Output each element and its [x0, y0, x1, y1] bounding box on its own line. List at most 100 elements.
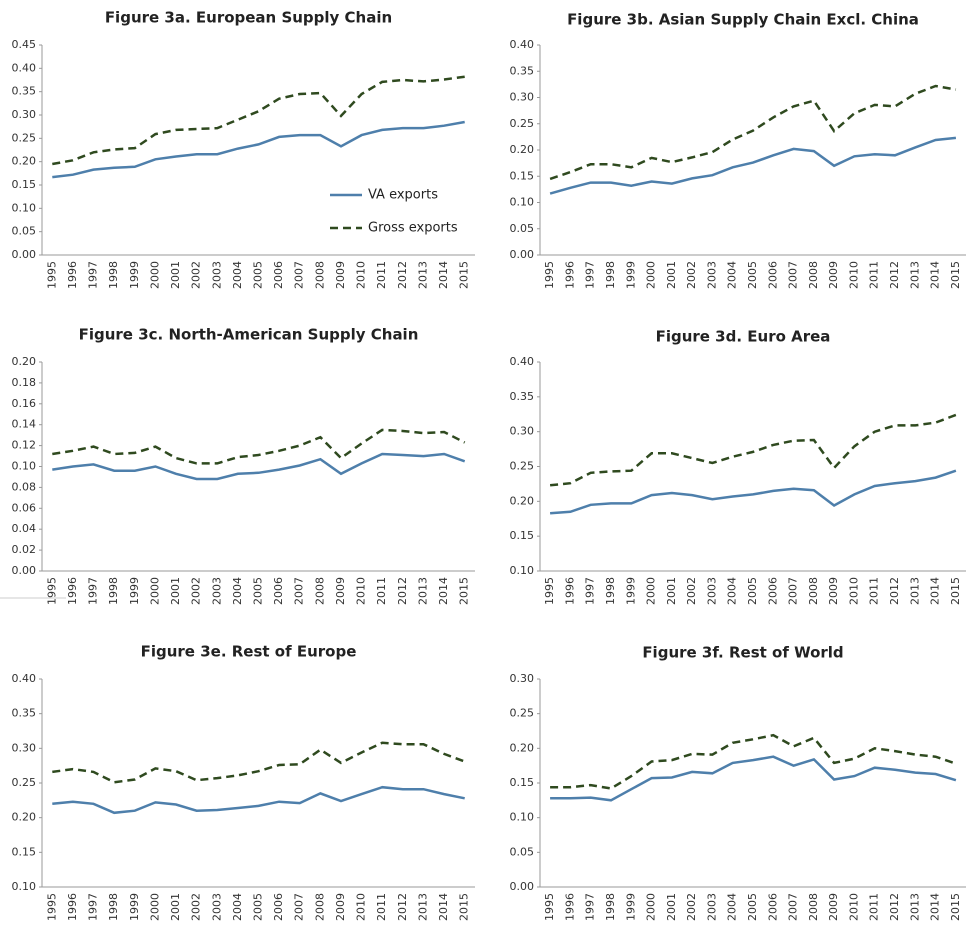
- x-tick-label: 2003: [705, 893, 718, 921]
- x-tick-label: 2001: [665, 577, 678, 605]
- x-tick-label: 2015: [949, 893, 962, 921]
- x-tick-label: 1999: [128, 261, 141, 289]
- legend-label: Gross exports: [368, 221, 458, 236]
- x-tick-label: 2013: [908, 261, 921, 289]
- chart-title: Figure 3f. Rest of World: [642, 644, 843, 662]
- x-tick-label: 1998: [107, 261, 120, 289]
- x-tick-label: 2009: [334, 893, 347, 921]
- x-tick-label: 1997: [584, 893, 597, 921]
- x-tick-label: 2006: [272, 893, 285, 921]
- x-tick-label: 2003: [705, 577, 718, 605]
- x-tick-label: 1995: [45, 577, 58, 605]
- y-tick-label: 0.06: [12, 501, 37, 514]
- y-tick-label: 0.40: [12, 61, 37, 74]
- y-tick-label: 0.10: [12, 201, 37, 214]
- x-tick-label: 1998: [604, 893, 617, 921]
- series-line: [52, 785, 465, 815]
- x-tick-label: 1998: [107, 577, 120, 605]
- chart-title: Figure 3b. Asian Supply Chain Excl. Chin…: [567, 11, 919, 29]
- x-tick-label: 2011: [375, 261, 388, 289]
- x-tick-label: 2005: [252, 577, 265, 605]
- y-tick-label: 0.35: [12, 85, 37, 98]
- y-tick-label: 0.25: [510, 707, 535, 720]
- y-tick-label: 0.35: [510, 64, 535, 77]
- x-tick-label: 2015: [949, 261, 962, 289]
- x-tick-label: 1997: [584, 261, 597, 289]
- x-tick-label: 1997: [87, 577, 100, 605]
- x-tick-label: 2007: [293, 577, 306, 605]
- x-tick-label: 1999: [128, 577, 141, 605]
- x-tick-label: 1995: [543, 261, 556, 289]
- x-tick-label: 2010: [847, 893, 860, 921]
- x-tick-label: 1999: [624, 893, 637, 921]
- series-line: [52, 428, 466, 465]
- x-tick-label: 2013: [416, 577, 429, 605]
- x-tick-label: 1997: [87, 261, 100, 289]
- x-tick-label: 1998: [604, 261, 617, 289]
- x-tick-label: 1996: [66, 893, 79, 921]
- x-tick-label: 2002: [190, 261, 203, 289]
- y-tick-label: 0.10: [510, 564, 535, 577]
- x-tick-label: 2000: [645, 261, 658, 289]
- x-tick-label: 2011: [375, 893, 388, 921]
- y-tick-label: 0.25: [12, 776, 37, 789]
- series-line: [52, 120, 465, 179]
- y-tick-label: 0.05: [12, 225, 37, 238]
- x-tick-label: 2014: [437, 893, 450, 921]
- x-tick-label: 2006: [766, 893, 779, 921]
- x-tick-label: 2015: [949, 577, 962, 605]
- series-line: [52, 452, 466, 481]
- x-tick-label: 2007: [787, 261, 800, 289]
- x-tick-label: 2001: [169, 577, 182, 605]
- y-tick-label: 0.20: [12, 811, 37, 824]
- y-tick-label: 0.12: [12, 439, 37, 452]
- y-tick-label: 0.20: [510, 741, 535, 754]
- x-tick-label: 2006: [766, 577, 779, 605]
- x-tick-label: 2000: [148, 261, 161, 289]
- x-tick-label: 2012: [888, 893, 901, 921]
- x-tick-label: 2013: [416, 261, 429, 289]
- x-tick-label: 2014: [437, 577, 450, 605]
- y-tick-label: 0.15: [12, 178, 37, 191]
- y-tick-label: 0.30: [510, 425, 535, 438]
- y-tick-label: 0.15: [12, 845, 37, 858]
- x-tick-label: 1998: [604, 577, 617, 605]
- x-tick-label: 2009: [827, 261, 840, 289]
- x-tick-label: 2007: [293, 261, 306, 289]
- y-tick-label: 0.00: [510, 248, 535, 261]
- y-tick-label: 0.10: [510, 811, 535, 824]
- y-tick-label: 0.14: [12, 418, 37, 431]
- x-tick-label: 2012: [396, 577, 409, 605]
- x-tick-label: 1996: [563, 577, 576, 605]
- x-tick-label: 1999: [624, 577, 637, 605]
- x-tick-label: 2009: [827, 577, 840, 605]
- y-tick-label: 0.35: [12, 707, 37, 720]
- x-tick-label: 2008: [807, 261, 820, 289]
- x-tick-label: 2003: [705, 261, 718, 289]
- x-tick-label: 2010: [847, 261, 860, 289]
- x-tick-label: 2006: [272, 577, 285, 605]
- series-line: [550, 755, 957, 802]
- y-tick-label: 0.20: [12, 355, 37, 368]
- series-line: [549, 413, 957, 487]
- x-tick-label: 2012: [396, 261, 409, 289]
- x-tick-label: 2010: [355, 577, 368, 605]
- x-tick-label: 2004: [231, 261, 244, 289]
- x-tick-label: 1996: [66, 261, 79, 289]
- x-tick-label: 2009: [334, 261, 347, 289]
- y-tick-label: 0.25: [12, 131, 37, 144]
- y-tick-label: 0.02: [12, 543, 37, 556]
- x-tick-label: 2001: [169, 261, 182, 289]
- y-tick-label: 0.18: [12, 376, 37, 389]
- y-tick-label: 0.45: [12, 38, 37, 51]
- x-tick-label: 2014: [437, 261, 450, 289]
- x-tick-label: 2005: [252, 893, 265, 921]
- x-tick-label: 2008: [807, 577, 820, 605]
- y-tick-label: 0.40: [510, 38, 535, 51]
- x-tick-label: 1999: [128, 893, 141, 921]
- y-tick-label: 0.40: [12, 672, 37, 685]
- x-tick-label: 2010: [847, 577, 860, 605]
- y-tick-label: 0.30: [12, 108, 37, 121]
- y-tick-label: 0.16: [12, 397, 37, 410]
